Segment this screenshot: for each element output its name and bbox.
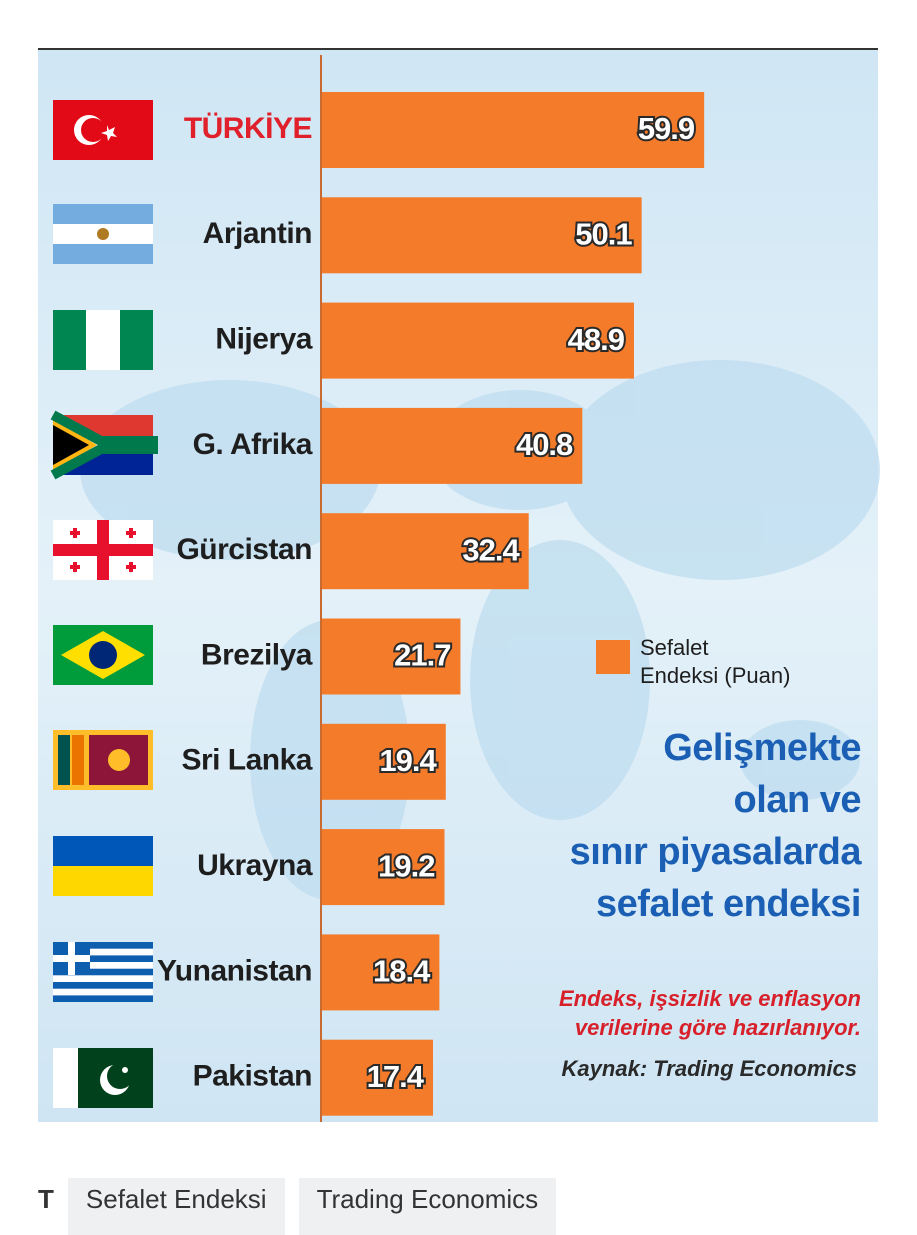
- title-line: sefalet endeksi: [596, 883, 861, 925]
- title-line: olan ve: [733, 779, 862, 821]
- flags: [50, 100, 158, 1108]
- value-label: 40.8: [516, 427, 573, 462]
- category-label: Gürcistan: [176, 533, 312, 566]
- chart-title: Gelişmekte olan ve sınır piyasalarda sefale…: [569, 722, 862, 930]
- category-label: Sri Lanka: [181, 744, 312, 777]
- title-line: sınır piyasalarda: [569, 831, 862, 873]
- bars: TÜRKİYE 59.9 Arjantin 50.1 Nijerya 48.9 G. Afr…: [157, 92, 705, 1116]
- category-label: Ukrayna: [197, 849, 313, 882]
- bar: [322, 723, 446, 800]
- value-label: 19.4: [379, 743, 437, 778]
- world-map: [80, 360, 880, 900]
- footer: T Sefalet Endeksi Trading Economics: [38, 1178, 557, 1235]
- category-label: Yunanistan: [157, 954, 312, 987]
- value-label: 17.4: [367, 1059, 425, 1094]
- bar: [322, 302, 634, 379]
- value-label: 48.9: [568, 322, 625, 357]
- bar: [322, 197, 642, 274]
- bar: [322, 618, 461, 695]
- bar: [322, 1039, 434, 1116]
- bar: [322, 513, 529, 590]
- note-line: verilerine göre hazırlanıyor.: [574, 1015, 861, 1040]
- category-label: Nijerya: [215, 323, 312, 356]
- legend-label: Sefalet Endeksi (Puan): [640, 635, 791, 688]
- value-label: 18.4: [373, 954, 431, 989]
- footer-lead: T: [38, 1184, 54, 1214]
- category-label: G. Afrika: [193, 428, 313, 461]
- bar: [322, 934, 440, 1011]
- footer-tag: Sefalet Endeksi: [67, 1178, 285, 1235]
- bar: [322, 92, 705, 168]
- note-line: Endeks, işsizlik ve enflasyon: [558, 986, 861, 1011]
- category-label: Pakistan: [193, 1060, 312, 1093]
- category-label: TÜRKİYE: [184, 112, 312, 145]
- category-label: Brezilya: [201, 638, 313, 671]
- source: Kaynak: Trading Economics: [561, 1056, 857, 1081]
- bar: [322, 829, 445, 906]
- bar: [322, 407, 583, 484]
- note: Endeks, işsizlik ve enflasyon verilerine …: [559, 984, 861, 1042]
- value-label: 21.7: [394, 638, 450, 673]
- footer-tag: Trading Economics: [298, 1178, 557, 1235]
- body: {"chart_data": {"type": "bar", "orientat…: [38, 48, 880, 1235]
- value-label: 32.4: [462, 532, 520, 567]
- value-label: 19.2: [378, 848, 434, 883]
- infographic: TÜRKİYE 59.9 Arjantin 50.1 Nijerya 48.9 G. Afr…: [38, 48, 880, 1122]
- title-line: Gelişmekte: [663, 727, 861, 769]
- value-label: 50.1: [575, 216, 632, 251]
- legend-swatch: [596, 640, 630, 674]
- value-label: 59.9: [638, 111, 695, 146]
- category-label: Arjantin: [203, 217, 312, 250]
- page: Sefalet Endeksi html, body { margin: 0; …: [38, 48, 880, 1235]
